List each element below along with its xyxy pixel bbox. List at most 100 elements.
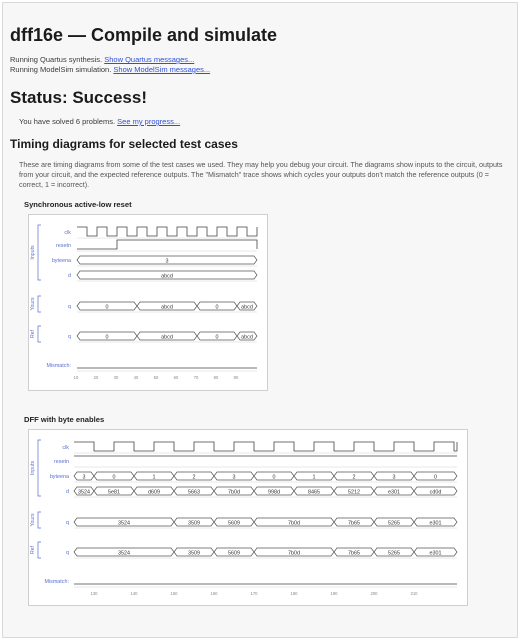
byteena-bus-value: 3 bbox=[393, 474, 396, 480]
q-yours-bus-value: 7b65 bbox=[348, 520, 360, 526]
byteena-bus-value: 3 bbox=[83, 474, 86, 480]
q-yours-bus-value: abcd bbox=[241, 304, 253, 310]
inputs-group-bracket bbox=[37, 224, 41, 281]
signal-name-mismatch: Mismatch: bbox=[46, 363, 71, 369]
q-ref-bus-segment bbox=[413, 547, 458, 557]
ref-group-label: Ref bbox=[30, 329, 36, 338]
byteena-bus-value: 2 bbox=[353, 474, 356, 480]
q-yours-bus-value: abcd bbox=[161, 304, 173, 310]
axis-tick-label: 70 bbox=[194, 375, 199, 380]
solved-line: You have solved 6 problems. See my progr… bbox=[19, 117, 180, 126]
q-ref-bus-value: e301 bbox=[430, 550, 442, 556]
synthesis-line: Running Quartus synthesis. Show Quartus … bbox=[10, 55, 194, 64]
q-yours-bus-value: e301 bbox=[430, 520, 442, 526]
d-bus-value: 5212 bbox=[348, 489, 360, 495]
q-ref-bus-value: 5265 bbox=[388, 550, 400, 556]
q-ref-bus-value: 7b0d bbox=[288, 550, 300, 556]
q-ref-bus-value: 0 bbox=[216, 334, 219, 340]
byteena-bus-value: 3 bbox=[166, 258, 169, 264]
timing-description: These are timing diagrams from some of t… bbox=[19, 160, 503, 190]
axis-tick-label: 180 bbox=[291, 591, 299, 596]
q-yours-bus-value: 3524 bbox=[118, 520, 130, 526]
byteena-bus-value: 1 bbox=[153, 474, 156, 480]
signal-name-d: d bbox=[66, 489, 69, 495]
signal-name-d: d bbox=[68, 273, 71, 279]
inputs-group-label: Inputs bbox=[30, 245, 36, 260]
signal-name-resetn: resetn bbox=[54, 459, 69, 465]
yours-group-label: Yours bbox=[30, 513, 36, 526]
synthesis-text: Running Quartus synthesis. bbox=[10, 55, 103, 64]
d-bus-value: 5663 bbox=[188, 489, 200, 495]
axis-tick-label: 190 bbox=[331, 591, 339, 596]
q-ref-bus-segment bbox=[236, 331, 258, 341]
signal-name-resetn: resetn bbox=[56, 243, 71, 249]
solved-text: You have solved 6 problems. bbox=[19, 117, 116, 126]
axis-tick-label: 140 bbox=[131, 591, 139, 596]
signal-name-q-yours: q bbox=[66, 520, 69, 526]
see-my-progress-link[interactable]: See my progress... bbox=[117, 117, 181, 126]
q-ref-bus-value: 0 bbox=[106, 334, 109, 340]
ref-group-label: Ref bbox=[30, 545, 36, 554]
signal-name-byteena: byteena bbox=[50, 474, 69, 480]
show-modelsim-messages-link[interactable]: Show ModelSim messages... bbox=[113, 65, 211, 74]
yours-group-label: Yours bbox=[30, 297, 36, 310]
q-yours-bus-value: 7b0d bbox=[288, 520, 300, 526]
axis-tick-label: 130 bbox=[91, 591, 99, 596]
byteena-bus-value: 1 bbox=[313, 474, 316, 480]
byteena-bus-value: 3 bbox=[233, 474, 236, 480]
signal-name-clk: clk bbox=[62, 445, 69, 451]
diagram1-box: Inputs Yours Ref clk resetn byteena d q q Mismatc… bbox=[28, 214, 268, 391]
diagram1-title: Synchronous active-low reset bbox=[24, 200, 132, 209]
byteena-bus-segment bbox=[76, 255, 258, 265]
byteena-bus-value: 0 bbox=[434, 474, 437, 480]
diagram1-waveform: Inputs Yours Ref clk resetn byteena d q q Mismatc… bbox=[30, 224, 258, 380]
d-bus-value: 3524 bbox=[78, 489, 90, 495]
signal-name-byteena: byteena bbox=[52, 258, 71, 264]
yours-group-bracket bbox=[37, 295, 41, 313]
ref-group-bracket bbox=[37, 541, 41, 559]
axis-tick-label: 30 bbox=[114, 375, 119, 380]
axis-tick-label: 150 bbox=[171, 591, 179, 596]
d-bus-value: 8465 bbox=[308, 489, 320, 495]
q-yours-bus-segment bbox=[236, 301, 258, 311]
axis-tick-label: 170 bbox=[251, 591, 259, 596]
q-ref-bus-value: abcd bbox=[161, 334, 173, 340]
byteena-bus-value: 0 bbox=[113, 474, 116, 480]
q-ref-bus-value: abcd bbox=[241, 334, 253, 340]
q-yours-bus-value: 5265 bbox=[388, 520, 400, 526]
d-bus-value: 5e81 bbox=[108, 489, 120, 495]
axis-tick-label: 200 bbox=[371, 591, 379, 596]
diagram2-waveform: Inputs Yours Ref clk resetn byteena d q q Mismatc… bbox=[30, 439, 458, 596]
diagram2-box: Inputs Yours Ref clk resetn byteena d q q Mismatc… bbox=[28, 429, 468, 606]
axis-tick-label: 60 bbox=[174, 375, 179, 380]
byteena-bus-value: 0 bbox=[273, 474, 276, 480]
axis-tick-label: 50 bbox=[154, 375, 159, 380]
clk-waveform bbox=[74, 441, 458, 452]
inputs-group-label: Inputs bbox=[30, 461, 36, 476]
d-bus-segment bbox=[76, 270, 258, 280]
simulation-line: Running ModelSim simulation. Show ModelS… bbox=[10, 65, 210, 74]
q-ref-bus-value: 5609 bbox=[228, 550, 240, 556]
q-yours-bus-segment bbox=[413, 517, 458, 527]
axis-tick-label: 80 bbox=[214, 375, 219, 380]
q-yours-bus-value: 0 bbox=[216, 304, 219, 310]
axis-tick-label: 40 bbox=[134, 375, 139, 380]
d-bus-value: d609 bbox=[148, 489, 160, 495]
show-quartus-messages-link[interactable]: Show Quartus messages... bbox=[104, 55, 195, 64]
q-yours-bus-value: 3509 bbox=[188, 520, 200, 526]
q-yours-bus-value: 5609 bbox=[228, 520, 240, 526]
q-yours-bus-value: 0 bbox=[106, 304, 109, 310]
signal-name-q-yours: q bbox=[68, 304, 71, 310]
axis-tick-label: 20 bbox=[94, 375, 99, 380]
d-bus-value: cd0d bbox=[430, 489, 442, 495]
axis-tick-label: 160 bbox=[211, 591, 219, 596]
byteena-bus-segment bbox=[413, 471, 458, 481]
d-bus-value: e301 bbox=[388, 489, 400, 495]
status-heading: Status: Success! bbox=[10, 88, 147, 107]
q-ref-bus-value: 3509 bbox=[188, 550, 200, 556]
d-bus-segment bbox=[413, 486, 458, 496]
signal-name-mismatch: Mismatch: bbox=[44, 579, 69, 585]
timing-heading: Timing diagrams for selected test cases bbox=[10, 137, 238, 151]
signal-name-q-ref: q bbox=[66, 550, 69, 556]
clk-waveform bbox=[77, 226, 258, 237]
